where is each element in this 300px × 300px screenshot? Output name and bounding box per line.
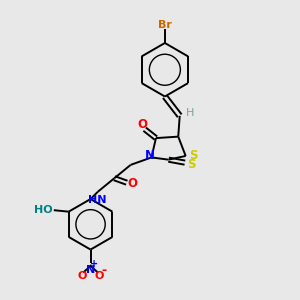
- Text: +: +: [90, 259, 98, 269]
- Text: S: S: [187, 158, 196, 171]
- Text: S: S: [189, 149, 197, 162]
- Text: N: N: [86, 265, 95, 275]
- Text: O: O: [77, 271, 87, 281]
- Text: H: H: [186, 108, 195, 118]
- Text: O: O: [127, 177, 137, 190]
- Text: N: N: [145, 148, 155, 162]
- Text: HO: HO: [34, 205, 52, 214]
- Text: HN: HN: [88, 195, 106, 205]
- Text: -: -: [101, 264, 106, 277]
- Text: Br: Br: [158, 20, 172, 30]
- Text: O: O: [94, 271, 104, 281]
- Text: O: O: [138, 118, 148, 131]
